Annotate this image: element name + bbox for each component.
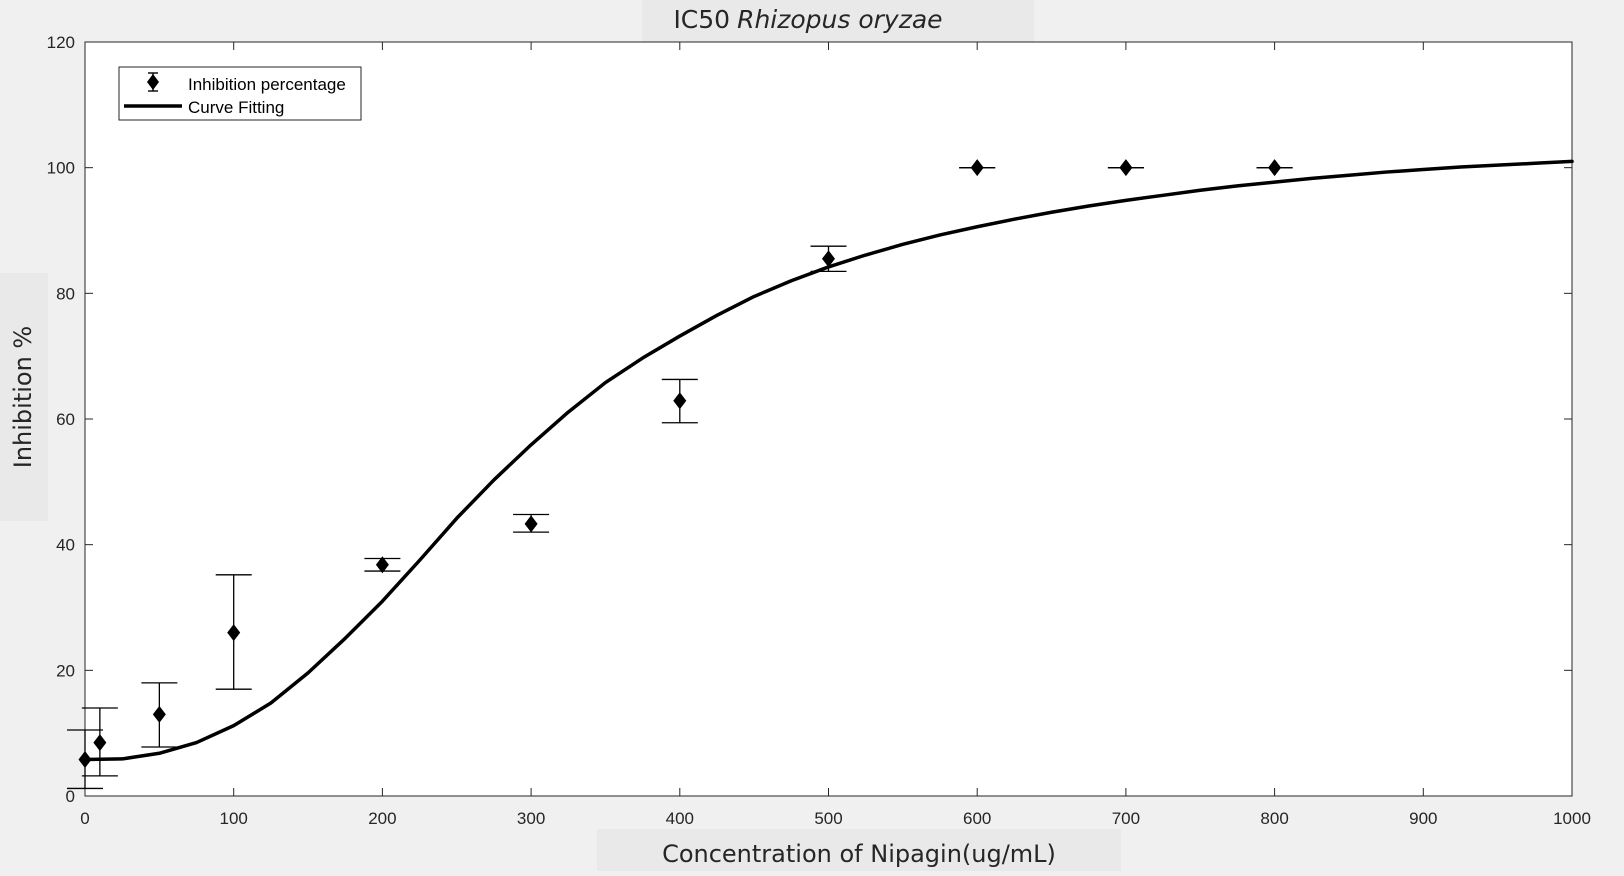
data-point-marker: [375, 556, 389, 574]
y-tick-label: 0: [66, 787, 75, 806]
x-axis-title: Concentration of Nipagin(ug/mL): [662, 840, 1056, 868]
legend-marker-inhibition: [147, 72, 159, 92]
x-tick-label: 0: [80, 809, 89, 828]
data-point-marker: [1119, 159, 1133, 177]
data-point-marker: [152, 705, 166, 723]
chart-title: IC50 Rhizopus oryzae: [673, 5, 942, 34]
x-tick-label: 400: [666, 809, 694, 828]
plot-area: [84, 41, 1573, 797]
ylabel-highlight: [0, 273, 48, 521]
legend: Inhibition percentage Curve Fitting: [118, 66, 362, 121]
xlabel-highlight: [597, 829, 1121, 871]
data-point-marker: [227, 624, 241, 642]
data-point-marker: [822, 250, 835, 268]
x-tick-label: 100: [220, 809, 248, 828]
inhibition-markers: [78, 159, 1282, 769]
y-axis-title: Inhibition %: [9, 326, 37, 468]
x-tick-label: 1000: [1553, 809, 1591, 828]
x-tick-label: 600: [963, 809, 991, 828]
x-tick-label: 300: [517, 809, 545, 828]
data-point-marker: [970, 159, 984, 177]
y-tick-label: 20: [56, 661, 75, 680]
x-tick-label: 700: [1112, 809, 1140, 828]
legend-box: [118, 66, 362, 121]
y-tick-label: 100: [47, 159, 75, 178]
data-point-marker: [78, 751, 92, 769]
axis-ticks: 0 100 200 300 400 500 600 700 800 900 1000 0 20 40 60 8…: [47, 33, 1591, 828]
x-tick-label: 800: [1260, 809, 1288, 828]
data-point-marker: [524, 515, 538, 533]
y-tick-label: 40: [56, 536, 75, 555]
x-tick-label: 900: [1409, 809, 1437, 828]
data-point-marker: [1268, 159, 1282, 177]
x-tick-label: 500: [814, 809, 842, 828]
data-point-marker: [93, 734, 107, 752]
title-highlight: [642, 0, 1034, 42]
legend-label-curve: Curve Fitting: [188, 98, 284, 117]
y-tick-label: 80: [56, 284, 75, 303]
data-point-marker: [673, 392, 687, 410]
legend-label-inhibition: Inhibition percentage: [188, 75, 346, 94]
y-tick-label: 60: [56, 410, 75, 429]
y-tick-label: 120: [47, 33, 75, 52]
x-tick-label: 200: [368, 809, 396, 828]
